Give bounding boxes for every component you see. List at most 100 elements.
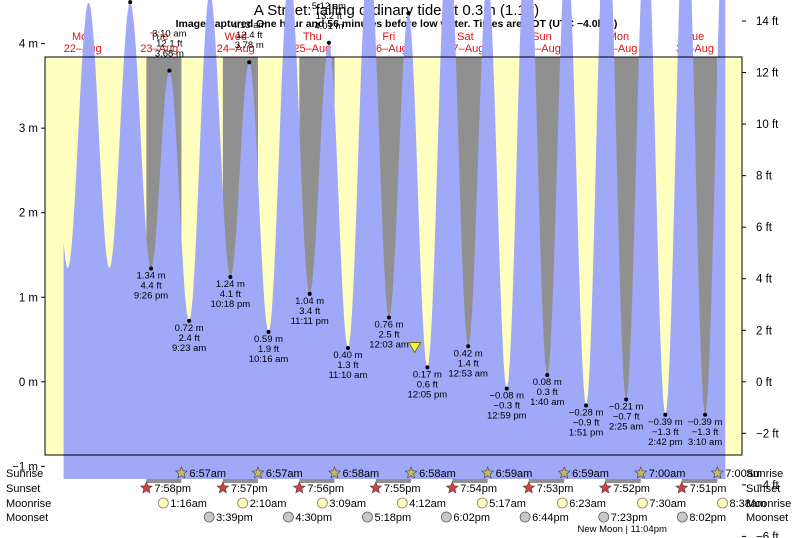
day-label-weekday: Sat <box>457 31 474 43</box>
extremum-point <box>307 291 312 296</box>
extremum-label: −0.28 m <box>569 407 604 418</box>
day-label-weekday: Thu <box>303 31 322 43</box>
extremum-label: 3.68 m <box>155 49 184 60</box>
extremum-label: 2:25 am <box>609 422 643 433</box>
moonrise-time: 7:30am <box>649 498 686 510</box>
sunrise-icon <box>481 466 495 479</box>
sunset-icon <box>292 481 306 494</box>
extremum-label: 3.4 ft <box>299 306 320 317</box>
extremum-point <box>387 315 392 320</box>
extremum-label: 0.3 ft <box>537 387 558 398</box>
extremum-label: 1:40 am <box>530 397 564 408</box>
y-right-tick-label: 14 ft <box>756 16 779 28</box>
moonrise-time: 5:17am <box>489 498 526 510</box>
y-right-tick-label: 10 ft <box>756 119 779 131</box>
moonrise-icon <box>556 497 568 509</box>
moonrise-time: 6:23am <box>569 498 606 510</box>
extremum-point <box>228 274 233 279</box>
row-label-sunrise-right: Sunrise <box>746 468 783 480</box>
extremum-point <box>345 345 350 350</box>
row-label-sunset-left: Sunset <box>6 483 40 495</box>
moonset-time: 5:18pm <box>374 512 411 524</box>
sunrise-icon <box>634 466 648 479</box>
extremum-label: −0.3 ft <box>493 401 520 412</box>
y-left-tick-label: 4 m <box>19 39 38 51</box>
sunset-time: 7:57pm <box>231 483 268 495</box>
extremum-label: 4.01 m <box>314 21 343 32</box>
extremum-point <box>545 373 550 378</box>
row-label-moonset-left: Moonset <box>6 512 48 524</box>
extremum-point <box>466 344 471 349</box>
extremum-label: 1.04 m <box>295 296 324 307</box>
moonset-icon <box>440 511 452 523</box>
y-right-tick-label: −2 ft <box>756 428 780 440</box>
sunset-time: 7:56pm <box>307 483 344 495</box>
extremum-label: 0.42 m <box>454 348 483 359</box>
sunrise-icon <box>251 466 265 479</box>
extremum-label: 4:13 am <box>232 20 266 31</box>
extremum-label: 4.4 ft <box>140 281 161 292</box>
sunrise-time: 6:57am <box>189 468 226 480</box>
extremum-label: 0.40 m <box>333 350 362 361</box>
sunrise-icon <box>328 466 341 479</box>
extremum-point <box>128 0 133 5</box>
sunset-icon <box>369 481 383 494</box>
y-right-tick-label: 12 ft <box>756 68 779 80</box>
plot-frame <box>44 56 743 456</box>
day-label-weekday: Fri <box>382 31 395 43</box>
extremum-label: 0.17 m <box>413 369 442 380</box>
y-axis-meters: 7 m6 m5 m4 m3 m2 m1 m0 m−1 m <box>12 39 45 473</box>
sunrise-time: 6:57am <box>266 468 303 480</box>
extremum-label: −0.9 ft <box>573 417 600 428</box>
extremum-label: 13.2 ft <box>316 11 343 22</box>
extremum-point <box>425 365 430 370</box>
extremum-point <box>504 386 509 391</box>
extremum-label: 1.9 ft <box>258 344 279 355</box>
sunrise-icon <box>404 466 418 479</box>
sunset-icon <box>675 481 689 494</box>
sunset-time: 7:55pm <box>384 483 421 495</box>
day-label-date: 27–Aug <box>446 43 484 55</box>
extremum-label: −0.7 ft <box>613 412 640 423</box>
extremum-label: 10:18 pm <box>211 299 251 310</box>
day-label-weekday: Tue <box>150 31 169 43</box>
extremum-label: −0.39 m <box>648 417 683 428</box>
extremum-point <box>247 60 252 65</box>
moonset-time: 7:23pm <box>611 512 648 524</box>
extremum-point <box>326 40 331 45</box>
extremum-label: 4.1 ft <box>220 289 241 300</box>
extremum-label: 11:11 pm <box>291 316 329 327</box>
sunrise-time: 7:00am <box>649 468 686 480</box>
extremum-label: 3.78 m <box>235 40 264 51</box>
y-right-tick-label: 8 ft <box>756 171 773 183</box>
y-left-tick-label: −1 m <box>12 461 38 473</box>
day-label-date: 23–Aug <box>140 43 178 55</box>
sunset-time: 7:53pm <box>537 483 574 495</box>
moonset-time: 4:30pm <box>295 512 332 524</box>
extremum-label: −0.39 m <box>688 417 723 428</box>
moonrise-time: 2:10am <box>250 498 287 510</box>
sunrise-time: 6:58am <box>419 468 456 480</box>
extremum-label: 0.59 m <box>254 334 283 345</box>
moonrise-time: 1:16am <box>170 498 207 510</box>
sunset-icon <box>139 481 153 494</box>
now-marker <box>407 342 422 354</box>
extremum-label: 2.4 ft <box>179 333 200 344</box>
extremum-label: 1.4 ft <box>458 358 479 369</box>
extremum-point <box>624 397 629 402</box>
moonset-icon <box>203 511 215 523</box>
extremum-label: 12:05 pm <box>408 389 448 400</box>
moonrise-icon <box>396 497 408 509</box>
extremum-point <box>167 68 172 73</box>
extremum-point <box>187 318 192 323</box>
moonrise-icon <box>717 497 728 509</box>
extremum-label: 10:16 am <box>249 354 289 365</box>
sunset-time: 7:51pm <box>690 483 727 495</box>
extremum-label: 12.4 ft <box>236 30 263 41</box>
sunrise-icon <box>557 466 571 479</box>
row-label-moonrise-right: Moonrise <box>746 498 791 510</box>
day-label-weekday: Sun <box>532 31 552 43</box>
extremum-point <box>703 412 708 417</box>
day-label-weekday: Wed <box>225 31 247 43</box>
sunrise-time: 6:59am <box>572 468 609 480</box>
